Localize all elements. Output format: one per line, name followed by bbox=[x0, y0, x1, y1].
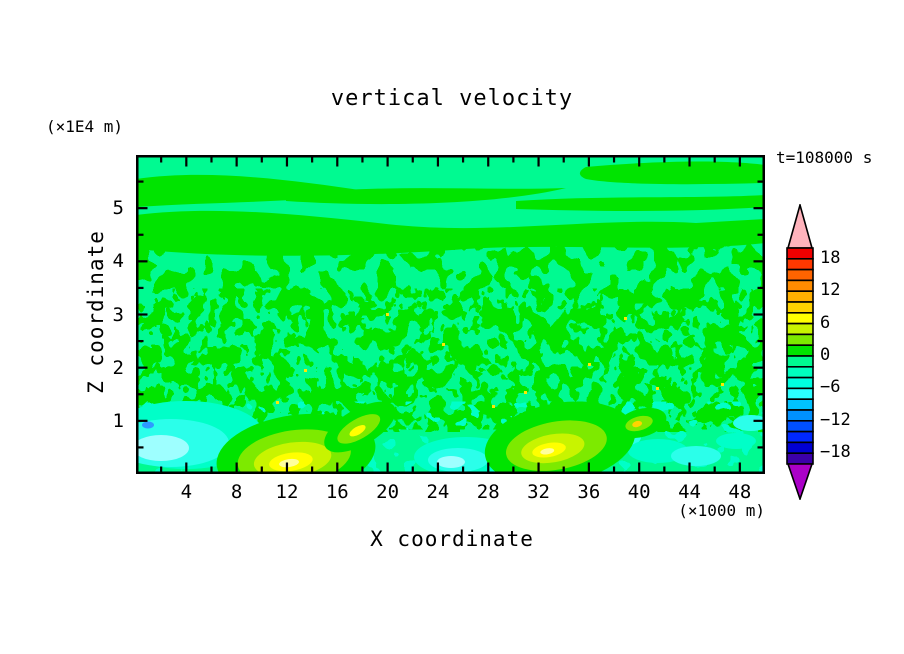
updraft-spot bbox=[615, 407, 667, 439]
colorbar-segment bbox=[786, 452, 814, 465]
mid-band bbox=[136, 210, 765, 256]
y-tick-label: 3 bbox=[112, 303, 124, 326]
x-axis-unit-label: (×1000 m) bbox=[678, 501, 765, 520]
colorbar-label: −6 bbox=[820, 377, 841, 398]
colorbar-segment bbox=[786, 333, 814, 346]
x-tick-label: 48 bbox=[728, 481, 752, 503]
y-axis-unit-label: (×1E4 m) bbox=[46, 117, 124, 136]
colorbar-segment bbox=[786, 409, 814, 422]
x-tick-label: 8 bbox=[230, 481, 243, 503]
colorbar-segment bbox=[786, 366, 814, 379]
colorbar-label: 0 bbox=[820, 345, 831, 365]
contour-field-svg bbox=[136, 155, 765, 474]
colorbar-segment bbox=[786, 430, 814, 444]
x-tick-label: 40 bbox=[627, 481, 651, 503]
upper-band bbox=[136, 174, 366, 207]
colorbar-segment bbox=[786, 257, 814, 271]
contour-plot-area bbox=[136, 155, 765, 474]
colorbar bbox=[786, 204, 814, 500]
colorbar-segment bbox=[786, 322, 814, 336]
positive-specks bbox=[276, 313, 724, 408]
colorbar-label: −18 bbox=[820, 442, 851, 463]
upper-band bbox=[286, 188, 566, 205]
time-annotation: t=108000 s bbox=[776, 148, 873, 167]
colorbar-segment bbox=[786, 355, 814, 368]
x-tick-label: 20 bbox=[376, 481, 400, 503]
colorbar-segment bbox=[786, 398, 814, 411]
axis-ticks bbox=[138, 157, 763, 472]
x-tick-label: 44 bbox=[678, 481, 701, 503]
colorbar-label: 18 bbox=[820, 247, 841, 268]
colorbar-segment bbox=[786, 420, 814, 433]
mottled-layer-fine bbox=[136, 295, 765, 423]
x-tick-label: 36 bbox=[577, 481, 601, 503]
x-tick-label: 4 bbox=[180, 481, 193, 503]
colorbar-under-arrow bbox=[786, 463, 814, 500]
x-tick-label: 28 bbox=[476, 481, 500, 503]
plot-frame bbox=[136, 155, 765, 474]
y-axis-title: Z coordinate bbox=[84, 230, 108, 394]
colorbar-segment bbox=[786, 312, 814, 325]
y-tick-label: 2 bbox=[112, 356, 124, 379]
colorbar-segments bbox=[786, 247, 814, 465]
x-tick-label: 32 bbox=[527, 481, 550, 503]
colorbar-segment bbox=[786, 301, 814, 314]
colorbar-segment bbox=[786, 376, 814, 390]
updraft-plume bbox=[324, 401, 396, 453]
plot-title: vertical velocity bbox=[330, 86, 574, 111]
contour-field-layers bbox=[136, 155, 765, 474]
x-tick-label: 16 bbox=[325, 481, 349, 503]
colorbar-label: −12 bbox=[820, 409, 851, 430]
colorbar-label: 12 bbox=[820, 280, 841, 301]
colorbar-segment bbox=[786, 441, 814, 454]
x-tick-label: 12 bbox=[275, 481, 299, 503]
upper-band bbox=[579, 161, 765, 185]
colorbar-segment bbox=[786, 387, 814, 400]
colorbar-segment bbox=[786, 344, 814, 357]
updraft-plume bbox=[484, 401, 636, 474]
colorbar-segment bbox=[786, 279, 814, 293]
y-tick-label: 4 bbox=[112, 250, 124, 273]
colorbar-over-arrow bbox=[786, 204, 814, 249]
y-tick-label: 5 bbox=[112, 197, 124, 220]
x-tick-label: 24 bbox=[426, 481, 450, 503]
colorbar-segment bbox=[786, 268, 814, 282]
x-axis-title: X coordinate bbox=[370, 527, 534, 551]
colorbar-segment bbox=[786, 290, 814, 303]
colorbar-label: 6 bbox=[820, 312, 831, 333]
colorbar-segment bbox=[786, 247, 814, 260]
upper-band bbox=[516, 195, 765, 211]
y-tick-label: 1 bbox=[112, 409, 124, 432]
